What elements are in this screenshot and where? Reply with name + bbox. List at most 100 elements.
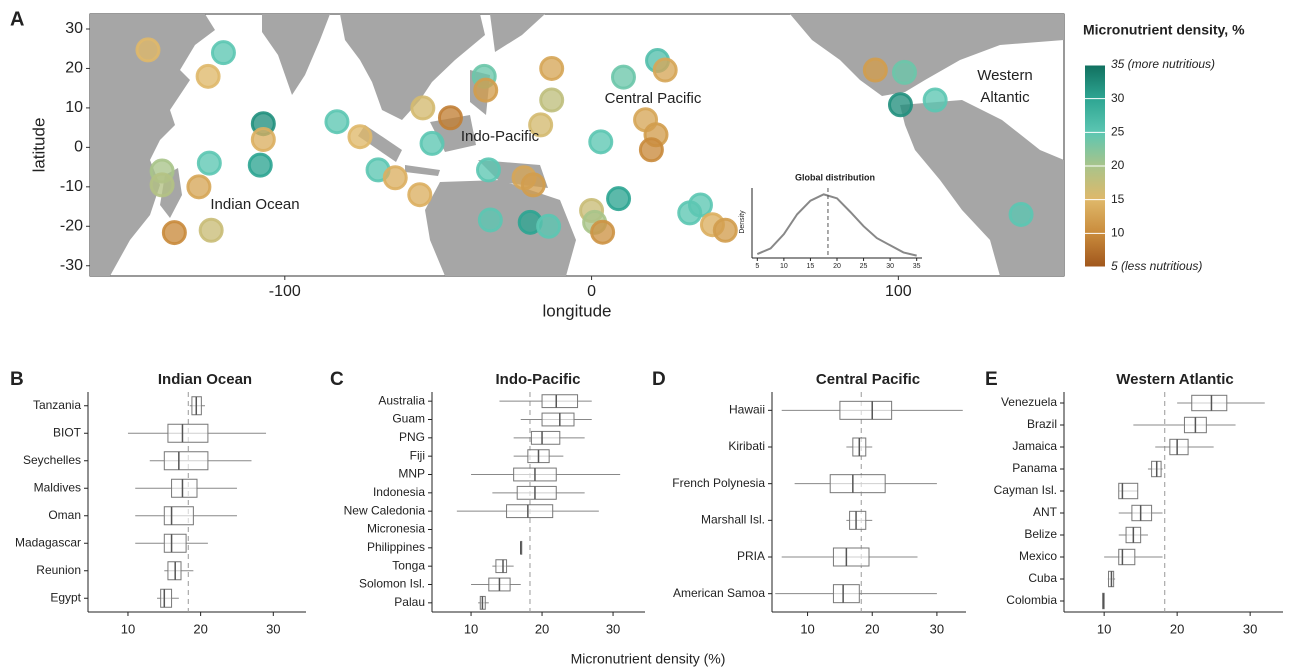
colorbar-tick-label: 5 (less nutritious) bbox=[1111, 259, 1202, 273]
x-tick-label: 30 bbox=[1243, 621, 1257, 636]
box bbox=[163, 451, 209, 471]
y-tick-label: 0 bbox=[74, 139, 83, 156]
panel-label: C bbox=[330, 369, 344, 390]
y-tick-label: Solomon Isl. bbox=[359, 577, 425, 591]
box bbox=[506, 504, 554, 519]
colorbar-tick-label: 15 bbox=[1111, 192, 1125, 206]
x-tick-label: 20 bbox=[865, 621, 879, 636]
y-axis-label: latitude bbox=[29, 118, 48, 173]
y-tick-label: Mexico bbox=[1019, 549, 1057, 563]
site-bubble bbox=[324, 109, 350, 135]
y-tick-label: -20 bbox=[60, 218, 83, 235]
site-bubble bbox=[712, 217, 738, 243]
y-tick-label: Belize bbox=[1024, 527, 1057, 541]
y-tick-label: Colombia bbox=[1006, 593, 1057, 607]
inset-x-tick-label: 5 bbox=[755, 263, 759, 270]
box bbox=[163, 533, 187, 553]
y-tick-label: Tonga bbox=[392, 558, 425, 572]
x-tick-label: 30 bbox=[930, 621, 944, 636]
site-bubble bbox=[382, 165, 408, 191]
panel-label: E bbox=[985, 369, 998, 390]
y-tick-label: Reunion bbox=[36, 563, 81, 577]
box bbox=[829, 474, 886, 494]
x-tick-label: 10 bbox=[464, 621, 478, 636]
site-bubble bbox=[410, 95, 436, 121]
site-bubble bbox=[862, 57, 888, 83]
y-tick-label: Palau bbox=[394, 595, 425, 609]
box bbox=[160, 588, 173, 608]
inset-background bbox=[746, 172, 924, 272]
box bbox=[541, 412, 575, 427]
box bbox=[1118, 548, 1136, 566]
inset-x-tick-label: 35 bbox=[913, 263, 921, 270]
site-bubble bbox=[536, 213, 562, 239]
site-bubble bbox=[922, 87, 948, 113]
y-tick-label: MNP bbox=[398, 467, 425, 481]
y-tick-label: Hawaii bbox=[729, 403, 765, 417]
site-bubble bbox=[407, 182, 433, 208]
y-tick-label: Marshall Isl. bbox=[701, 513, 765, 527]
site-bubble bbox=[610, 64, 636, 90]
site-bubble bbox=[539, 87, 565, 113]
box bbox=[839, 400, 893, 420]
box bbox=[167, 423, 209, 443]
box bbox=[1118, 482, 1139, 500]
inset-x-tick-label: 20 bbox=[833, 263, 841, 270]
site-bubble bbox=[520, 172, 546, 198]
box bbox=[495, 559, 508, 574]
y-tick-label: Micronesia bbox=[367, 522, 425, 536]
box bbox=[832, 547, 870, 567]
box bbox=[1131, 504, 1153, 522]
y-tick-label: -10 bbox=[60, 178, 83, 195]
box bbox=[530, 430, 561, 445]
region-label: Central Pacific bbox=[605, 90, 702, 107]
inset-x-tick-label: 10 bbox=[780, 263, 788, 270]
y-tick-label: New Caledonia bbox=[344, 503, 426, 517]
site-bubble bbox=[887, 92, 913, 118]
panel-label: B bbox=[10, 369, 24, 390]
colorbar-tick-label: 30 bbox=[1111, 91, 1125, 105]
site-bubble bbox=[419, 130, 445, 156]
site-bubble bbox=[528, 112, 554, 138]
inset-x-tick-label: 15 bbox=[807, 263, 815, 270]
colorbar-tick-label: 25 bbox=[1111, 125, 1125, 139]
y-tick-label: -30 bbox=[60, 257, 83, 274]
x-tick-label: 100 bbox=[885, 283, 912, 300]
y-tick-label: American Samoa bbox=[673, 586, 765, 600]
map-marks: Indian Ocean Indo-Pacific Central Pacific W… bbox=[135, 37, 1034, 246]
inset-y-label: Density bbox=[739, 210, 746, 234]
site-bubble bbox=[1008, 201, 1034, 227]
y-tick-label: Jamaica bbox=[1012, 439, 1057, 453]
box bbox=[832, 584, 860, 604]
inset-x-tick-label: 30 bbox=[886, 263, 894, 270]
site-bubble bbox=[638, 137, 664, 163]
x-tick-label: 10 bbox=[800, 621, 814, 636]
panel-label: A bbox=[10, 8, 24, 30]
site-bubble bbox=[473, 77, 499, 103]
y-tick-label: 30 bbox=[65, 20, 83, 37]
site-bubble bbox=[247, 152, 273, 178]
box bbox=[541, 394, 579, 409]
site-bubble bbox=[588, 129, 614, 155]
y-tick-label: Tanzania bbox=[33, 398, 81, 412]
y-tick-label: PRIA bbox=[737, 549, 765, 563]
box bbox=[849, 510, 867, 530]
site-bubble bbox=[437, 105, 463, 131]
y-tick-label: 10 bbox=[65, 99, 83, 116]
x-tick-label: 0 bbox=[587, 283, 596, 300]
site-bubble bbox=[196, 150, 222, 176]
site-bubble bbox=[161, 220, 187, 246]
inset-title: Global distribution bbox=[795, 172, 875, 182]
colorbar-tick-label: 35 (more nutritious) bbox=[1111, 57, 1215, 71]
site-bubble bbox=[590, 219, 616, 245]
box bbox=[516, 485, 557, 500]
region-label: Indo-Pacific bbox=[461, 128, 540, 145]
density-line bbox=[756, 193, 917, 257]
y-tick-label: French Polynesia bbox=[672, 476, 765, 490]
y-tick-label: Oman bbox=[48, 508, 81, 522]
x-tick-label: 20 bbox=[193, 621, 207, 636]
site-bubble bbox=[687, 192, 713, 218]
site-bubble bbox=[195, 63, 221, 89]
x-tick-label: 10 bbox=[1097, 621, 1111, 636]
